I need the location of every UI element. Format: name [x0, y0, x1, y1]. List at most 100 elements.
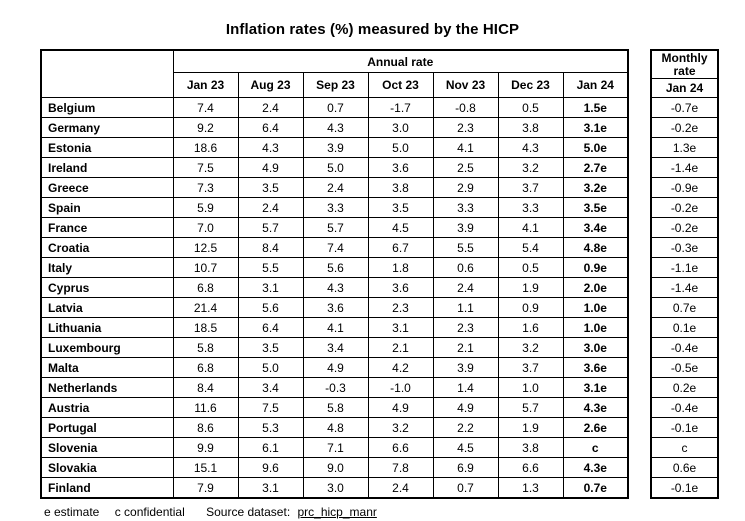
monthly-table-row: -0.2e: [650, 217, 719, 238]
country-label: Luxembourg: [40, 337, 174, 358]
table-row: Italy 10.7 5.5 5.6 1.8 0.6 0.5 0.9e: [40, 257, 629, 278]
annual-value-cell: 6.4: [237, 117, 304, 138]
monthly-table-row: -0.3e: [650, 237, 719, 258]
annual-value-cell: 5.3: [237, 417, 304, 438]
annual-value-cell: 4.5: [367, 217, 434, 238]
monthly-value-cell: -0.9e: [650, 177, 719, 198]
monthly-column-header: Jan 24: [650, 78, 719, 98]
monthly-value-cell: -0.2e: [650, 117, 719, 138]
annual-value-cell: 2.1: [367, 337, 434, 358]
annual-value-cell: 8.4: [172, 377, 239, 398]
table-row: Latvia 21.4 5.6 3.6 2.3 1.1 0.9 1.0e: [40, 297, 629, 318]
annual-value-cell: 2.5: [432, 157, 499, 178]
annual-value-cell: 2.4: [237, 97, 304, 118]
annual-value-cell: 3.0: [302, 477, 369, 499]
annual-value-cell: 4.1: [497, 217, 564, 238]
annual-value-cell: 9.0: [302, 457, 369, 478]
country-label: Spain: [40, 197, 174, 218]
annual-value-cell: 7.1: [302, 437, 369, 458]
annual-value-cell: 6.4: [237, 317, 304, 338]
source-dataset-link[interactable]: prc_hicp_manr: [297, 505, 377, 519]
annual-value-cell: 5.7: [237, 217, 304, 238]
monthly-value-cell: -0.4e: [650, 397, 719, 418]
annual-value-cell: 9.6: [237, 457, 304, 478]
table-row: Ireland 7.5 4.9 5.0 3.6 2.5 3.2 2.7e: [40, 157, 629, 178]
annual-value-cell: 5.0e: [562, 137, 629, 158]
annual-value-cell: 4.3: [302, 277, 369, 298]
annual-value-cell: 3.1e: [562, 377, 629, 398]
annual-value-cell: 7.5: [172, 157, 239, 178]
country-label: Latvia: [40, 297, 174, 318]
monthly-value-cell: -0.1e: [650, 477, 719, 499]
annual-value-cell: 3.9: [432, 357, 499, 378]
monthly-value-cell: -0.2e: [650, 217, 719, 238]
annual-value-cell: 2.6e: [562, 417, 629, 438]
annual-value-cell: 3.3: [497, 197, 564, 218]
annual-value-cell: 3.2: [497, 157, 564, 178]
annual-value-cell: 4.5: [432, 437, 499, 458]
column-header: Nov 23: [432, 72, 499, 98]
annual-value-cell: 4.3e: [562, 397, 629, 418]
monthly-table-row: 0.6e: [650, 457, 719, 478]
monthly-value-cell: -0.5e: [650, 357, 719, 378]
annual-value-cell: 3.9: [432, 217, 499, 238]
annual-value-cell: 7.9: [172, 477, 239, 499]
annual-value-cell: 4.3e: [562, 457, 629, 478]
annual-value-cell: 0.5: [497, 257, 564, 278]
table-row: Slovenia 9.9 6.1 7.1 6.6 4.5 3.8 c: [40, 437, 629, 458]
monthly-column-header-row: Jan 24: [650, 78, 719, 98]
country-label: Slovenia: [40, 437, 174, 458]
annual-value-cell: 1.1: [432, 297, 499, 318]
country-label: Estonia: [40, 137, 174, 158]
country-label: Portugal: [40, 417, 174, 438]
annual-value-cell: 1.0e: [562, 297, 629, 318]
annual-value-cell: -1.0: [367, 377, 434, 398]
annual-value-cell: 6.8: [172, 357, 239, 378]
annual-value-cell: 21.4: [172, 297, 239, 318]
annual-value-cell: 18.5: [172, 317, 239, 338]
table-row: Spain 5.9 2.4 3.3 3.5 3.3 3.3 3.5e: [40, 197, 629, 218]
table-row: Germany 9.2 6.4 4.3 3.0 2.3 3.8 3.1e: [40, 117, 629, 138]
annual-value-cell: 3.4: [302, 337, 369, 358]
monthly-value-cell: -0.1e: [650, 417, 719, 438]
annual-value-cell: 6.6: [367, 437, 434, 458]
annual-value-cell: 1.9: [497, 277, 564, 298]
annual-value-cell: 5.4: [497, 237, 564, 258]
annual-value-cell: 0.9e: [562, 257, 629, 278]
annual-value-cell: 5.7: [497, 397, 564, 418]
annual-value-cell: 11.6: [172, 397, 239, 418]
annual-value-cell: 3.4: [237, 377, 304, 398]
annual-value-cell: 3.1e: [562, 117, 629, 138]
annual-value-cell: 5.0: [302, 157, 369, 178]
annual-value-cell: 2.4: [237, 197, 304, 218]
monthly-value-cell: -0.2e: [650, 197, 719, 218]
monthly-value-cell: -0.7e: [650, 97, 719, 118]
annual-value-cell: 4.8: [302, 417, 369, 438]
annual-value-cell: 5.0: [237, 357, 304, 378]
annual-value-cell: 3.0: [367, 117, 434, 138]
annual-value-cell: 0.7: [432, 477, 499, 499]
column-header: Dec 23: [497, 72, 564, 98]
annual-value-cell: 3.3: [432, 197, 499, 218]
monthly-table-row: -0.2e: [650, 117, 719, 138]
annual-value-cell: 9.9: [172, 437, 239, 458]
table-row: Slovakia 15.1 9.6 9.0 7.8 6.9 6.6 4.3e: [40, 457, 629, 478]
country-label: Malta: [40, 357, 174, 378]
monthly-value-cell: -1.1e: [650, 257, 719, 278]
annual-value-cell: 2.4: [302, 177, 369, 198]
annual-value-cell: 4.9: [237, 157, 304, 178]
monthly-table-row: 1.3e: [650, 137, 719, 158]
monthly-table-row: -0.4e: [650, 397, 719, 418]
annual-value-cell: 3.7: [497, 357, 564, 378]
table-row: Luxembourg 5.8 3.5 3.4 2.1 2.1 3.2 3.0e: [40, 337, 629, 358]
table-row: Austria 11.6 7.5 5.8 4.9 4.9 5.7 4.3e: [40, 397, 629, 418]
column-header: Oct 23: [367, 72, 434, 98]
table-row: Belgium 7.4 2.4 0.7 -1.7 -0.8 0.5 1.5e: [40, 97, 629, 118]
annual-value-cell: 2.1: [432, 337, 499, 358]
annual-value-cell: 4.3: [302, 117, 369, 138]
annual-value-cell: 15.1: [172, 457, 239, 478]
monthly-table-row: -0.1e: [650, 417, 719, 438]
annual-table-body: Belgium 7.4 2.4 0.7 -1.7 -0.8 0.5 1.5e Germany 9.…: [40, 97, 629, 499]
annual-value-cell: 2.7e: [562, 157, 629, 178]
